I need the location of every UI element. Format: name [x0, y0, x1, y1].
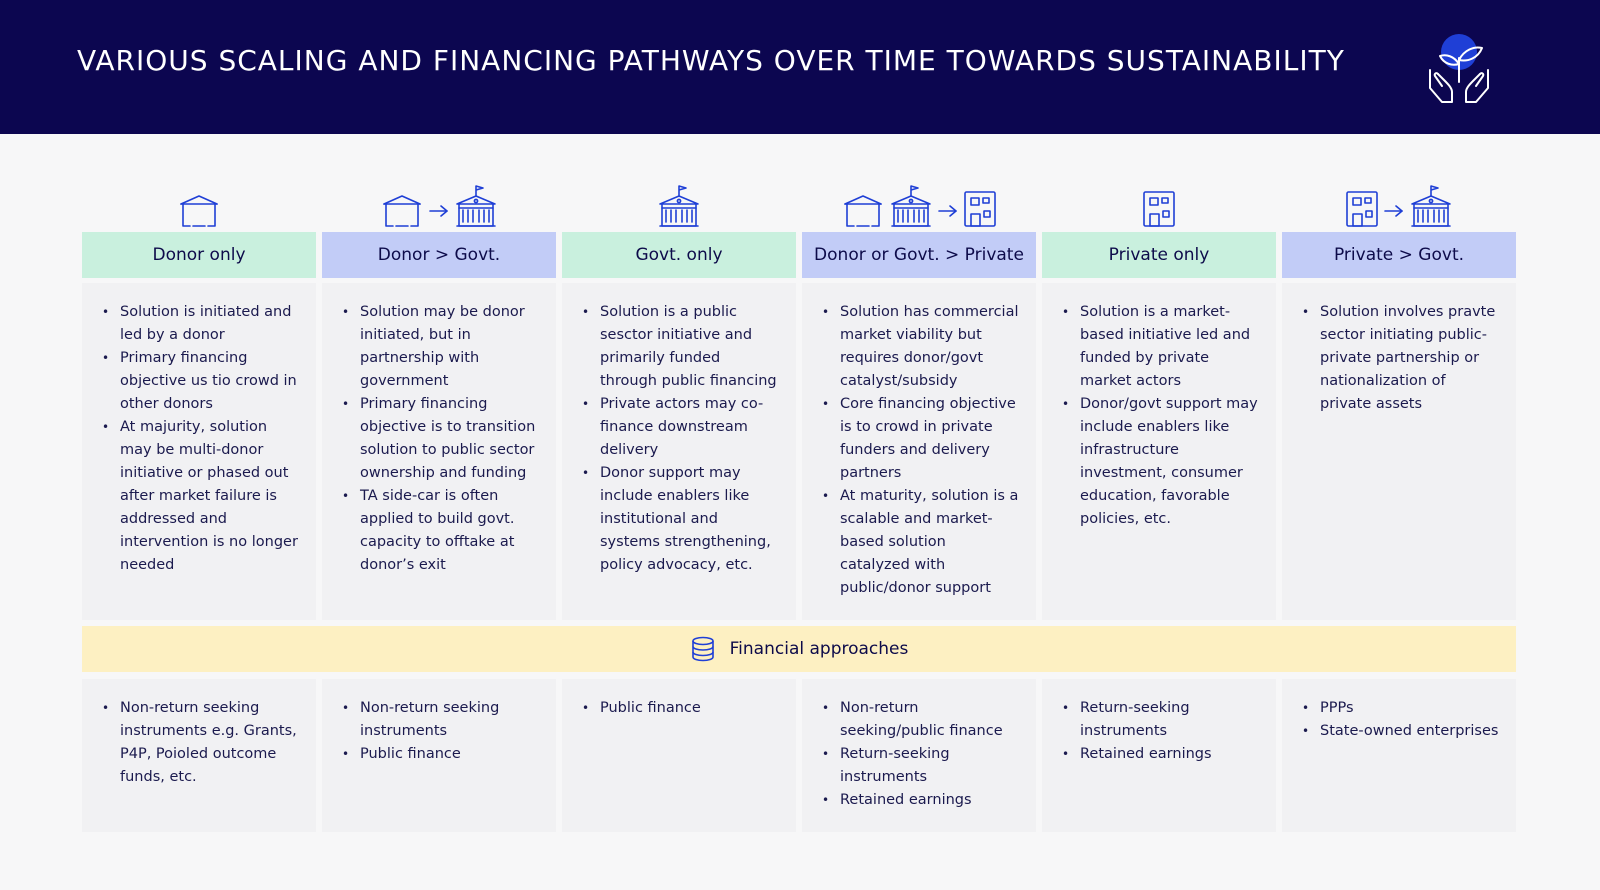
financing-description: PPPs State-owned enterprises	[1282, 679, 1516, 832]
office-building-icon	[1142, 190, 1176, 228]
list-item: Return-seeking instruments	[1060, 697, 1260, 743]
pathway-description: Solution has commercial market viability…	[802, 283, 1036, 620]
government-building-icon	[657, 184, 701, 228]
list-item: Donor support may include enablers like …	[580, 462, 780, 577]
pathway-5-icons	[1042, 178, 1276, 228]
pathway-3-icons	[562, 178, 796, 228]
pathway-header-private-govt: Private > Govt.	[1282, 232, 1516, 278]
arrow-right-icon	[1383, 203, 1405, 219]
house-icon	[177, 194, 221, 228]
list-item: PPPs	[1300, 697, 1500, 720]
financing-description: Non-return seeking instruments e.g. Gran…	[82, 679, 316, 832]
pathway-header-private-only: Private only	[1042, 232, 1276, 278]
list-item: Solution is a public sesctor initiative …	[580, 301, 780, 393]
list-item: Donor/govt support may include enablers …	[1060, 393, 1260, 531]
pathway-description: Solution is initiated and led by a donor…	[82, 283, 316, 620]
list-item: State-owned enterprises	[1300, 720, 1500, 743]
list-item: Public finance	[580, 697, 780, 720]
hands-plant-icon	[1429, 34, 1489, 103]
pathway-2-icons	[322, 178, 556, 228]
pathway-title: Donor or Govt. > Private	[814, 245, 1024, 265]
pathway-header-donor-only: Donor only	[82, 232, 316, 278]
pathway-6-icons	[1282, 178, 1516, 228]
pathway-header-donor-or-govt-private: Donor or Govt. > Private	[802, 232, 1036, 278]
list-item: Solution involves pravte sector initiati…	[1300, 301, 1500, 416]
pathway-title: Donor > Govt.	[377, 245, 501, 265]
list-item: Solution may be donor initiated, but in …	[340, 301, 540, 393]
pathway-description: Solution involves pravte sector initiati…	[1282, 283, 1516, 620]
header: VARIOUS SCALING AND FINANCING PATHWAYS O…	[0, 0, 1600, 134]
government-building-icon	[1409, 184, 1453, 228]
house-icon	[841, 194, 885, 228]
list-item: At maturity, solution is a scalable and …	[820, 485, 1020, 600]
list-item: Core financing objective is to crowd in …	[820, 393, 1020, 485]
list-item: Non-return seeking instruments e.g. Gran…	[100, 697, 300, 789]
list-item: Primary financing objective us tio crowd…	[100, 347, 300, 416]
list-item: Solution is initiated and led by a donor	[100, 301, 300, 347]
list-item: Non-return seeking/public finance	[820, 697, 1020, 743]
pathway-title: Govt. only	[635, 245, 723, 265]
pathway-description: Solution may be donor initiated, but in …	[322, 283, 556, 620]
financing-description: Non-return seeking/public finance Return…	[802, 679, 1036, 832]
list-item: Private actors may co-finance downstream…	[580, 393, 780, 462]
list-item: Solution has commercial market viability…	[820, 301, 1020, 393]
office-building-icon	[1345, 190, 1379, 228]
list-item: Public finance	[340, 743, 540, 766]
financial-approaches-bar: Financial approaches	[82, 626, 1516, 672]
list-item: At majurity, solution may be multi-donor…	[100, 416, 300, 577]
list-item: Solution is a market-based initiative le…	[1060, 301, 1260, 393]
pathway-title: Donor only	[152, 245, 246, 265]
list-item: Primary financing objective is to transi…	[340, 393, 540, 485]
page-title: VARIOUS SCALING AND FINANCING PATHWAYS O…	[77, 44, 1345, 77]
pathway-description: Solution is a public sesctor initiative …	[562, 283, 796, 620]
pathway-1-icons	[82, 178, 316, 228]
arrow-right-icon	[937, 203, 959, 219]
database-icon	[691, 636, 714, 662]
house-icon	[380, 194, 424, 228]
pathway-title: Private only	[1108, 245, 1210, 265]
list-item: TA side-car is often applied to build go…	[340, 485, 540, 577]
financing-description: Non-return seeking instruments Public fi…	[322, 679, 556, 832]
pathway-header-govt-only: Govt. only	[562, 232, 796, 278]
financing-description: Return-seeking instruments Retained earn…	[1042, 679, 1276, 832]
financing-description: Public finance	[562, 679, 796, 832]
pathway-description: Solution is a market-based initiative le…	[1042, 283, 1276, 620]
pathway-header-donor-govt: Donor > Govt.	[322, 232, 556, 278]
pathway-4-icons	[802, 178, 1036, 228]
arrow-right-icon	[428, 203, 450, 219]
office-building-icon	[963, 190, 997, 228]
list-item: Retained earnings	[820, 789, 1020, 812]
government-building-icon	[889, 184, 933, 228]
pathway-title: Private > Govt.	[1333, 245, 1465, 265]
government-building-icon	[454, 184, 498, 228]
list-item: Retained earnings	[1060, 743, 1260, 766]
list-item: Non-return seeking instruments	[340, 697, 540, 743]
financial-approaches-label: Financial approaches	[729, 639, 909, 659]
list-item: Return-seeking instruments	[820, 743, 1020, 789]
